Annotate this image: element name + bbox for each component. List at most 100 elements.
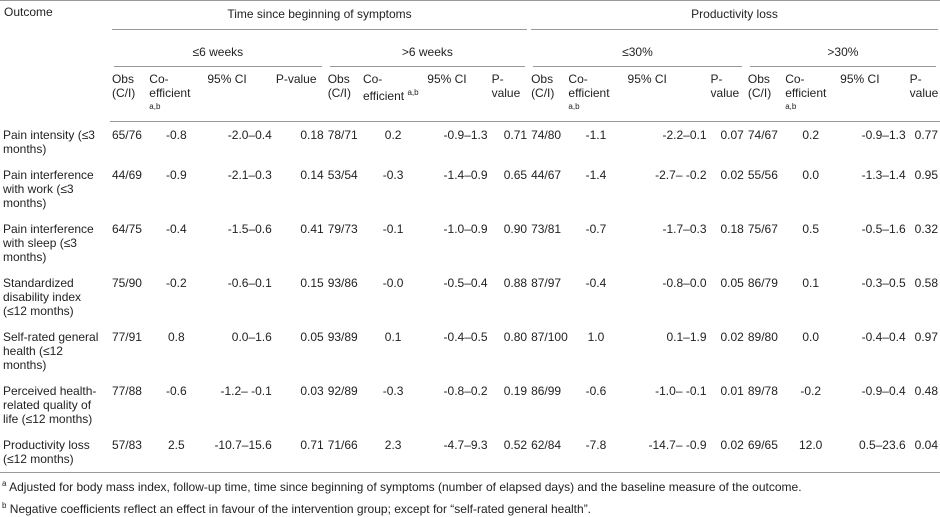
cell: -7.8 xyxy=(585,437,607,452)
cell: -14.7– -0.9 xyxy=(648,437,707,452)
cell: 77/91 xyxy=(111,329,142,344)
cell: 2.5 xyxy=(167,437,185,452)
cell: 0.97 xyxy=(914,329,938,344)
cell: 2.3 xyxy=(384,437,402,452)
table-row: Self-rated general health (≤12 months) 77… xyxy=(0,324,940,378)
cell: 53/54 xyxy=(327,167,358,182)
cell: 44/67 xyxy=(531,167,562,182)
cell: -2.1–0.3 xyxy=(227,167,272,182)
table-row: Perceived health-related quality of life… xyxy=(0,378,940,432)
cell: -1.4–0.9 xyxy=(443,167,488,182)
cell: -0.7 xyxy=(585,221,607,236)
cell: 93/89 xyxy=(327,329,358,344)
cell: 71/66 xyxy=(327,437,358,452)
cell: 0.05 xyxy=(720,275,744,290)
group-header: Time since beginning of symptoms xyxy=(110,1,529,40)
cell: 0.5–23.6 xyxy=(858,437,906,452)
table-row: Pain interference with work (≤3 months) 4… xyxy=(0,162,940,216)
cell: -2.2–0.1 xyxy=(662,128,707,142)
subgroup-header: ≤6 weeks xyxy=(110,39,326,67)
subgroup-title: ≤6 weeks xyxy=(113,39,322,67)
table-row: Pain interference with sleep (≤3 months)… xyxy=(0,216,940,270)
outcome-label: Pain interference with sleep (≤3 months) xyxy=(3,221,94,264)
cell: -1.3–1.4 xyxy=(861,167,906,182)
cell: 0.05 xyxy=(300,329,324,344)
cell: 0.02 xyxy=(720,167,744,182)
cell: 0.80 xyxy=(503,329,528,344)
cell: 0.48 xyxy=(914,383,938,398)
cell: 0.95 xyxy=(914,167,938,182)
cell: -0.3 xyxy=(382,383,404,398)
cell: -0.5–0.4 xyxy=(443,275,488,290)
subgroup-title: ≤30% xyxy=(533,39,742,67)
cell: 89/80 xyxy=(747,329,778,344)
cell: 0.0 xyxy=(802,167,820,182)
cell: 87/100 xyxy=(531,329,568,344)
column-header: 95% CI xyxy=(425,67,490,122)
cell: -1.2– -0.1 xyxy=(220,383,272,398)
cell: 77/88 xyxy=(111,383,142,398)
column-note: a,b xyxy=(149,102,161,111)
cell: -0.9–0.4 xyxy=(861,383,906,398)
outcome-label: Perceived health-related quality of life… xyxy=(3,383,97,426)
cell: 0.8 xyxy=(167,329,185,344)
column-header: Co-efficient a,b xyxy=(147,67,206,122)
cell: 0.52 xyxy=(503,437,528,452)
column-title: Co-efficient xyxy=(149,72,191,100)
cell: 75/90 xyxy=(111,275,142,290)
cell: -0.4 xyxy=(585,275,607,290)
column-header: P-value xyxy=(708,67,746,122)
outcome-label: Standardized disability index (≤12 month… xyxy=(3,275,82,318)
table-row: Productivity loss (≤12 months) 57/83 2.5 -1… xyxy=(0,432,940,473)
cell: 0.90 xyxy=(503,221,528,236)
column-header: Obs (C/I) xyxy=(325,67,361,122)
cell: -0.6 xyxy=(165,383,187,398)
cell: 0.41 xyxy=(300,221,324,236)
column-header: Co-efficient a,b xyxy=(566,67,626,122)
cell: -10.7–15.6 xyxy=(214,437,272,452)
cell: 0.2 xyxy=(384,128,402,142)
group-title: Productivity loss xyxy=(531,7,938,30)
cell: 0.0 xyxy=(802,329,820,344)
column-row: Obs (C/I) Co-efficient a,b 95% CI P-value Ob… xyxy=(0,67,940,122)
cell: -0.3–0.5 xyxy=(861,275,906,290)
cell: 86/79 xyxy=(747,275,778,290)
column-header: Obs (C/I) xyxy=(529,67,567,122)
cell: -1.0– -0.1 xyxy=(655,383,707,398)
cell: 0.1 xyxy=(802,275,820,290)
cell: -1.5–0.6 xyxy=(227,221,272,236)
cell: 44/69 xyxy=(111,167,142,182)
cell: -0.9–1.3 xyxy=(861,128,906,142)
subgroup-header: ≤30% xyxy=(529,39,746,67)
cell: 79/73 xyxy=(327,221,358,236)
cell: 0.18 xyxy=(300,128,324,142)
cell: -0.6 xyxy=(585,383,607,398)
cell: -0.0 xyxy=(382,275,404,290)
cell: 0.77 xyxy=(914,128,938,142)
outcome-label: Pain interference with work (≤3 months) xyxy=(3,167,94,210)
footnote: a Adjusted for body mass index, follow-u… xyxy=(0,473,940,495)
cell: -0.1 xyxy=(382,221,404,236)
footnote: b Negative coefficients reflect an effec… xyxy=(0,495,940,517)
cell: 89/78 xyxy=(747,383,778,398)
subgroup-header: >6 weeks xyxy=(326,39,529,67)
column-note: a,b xyxy=(785,102,797,111)
cell: 62/84 xyxy=(531,437,562,452)
cell: -0.4 xyxy=(165,221,187,236)
column-title: P-value xyxy=(491,72,521,100)
cell: 64/75 xyxy=(111,221,142,236)
cell: 0.71 xyxy=(503,128,528,142)
cell: -0.8–0.2 xyxy=(443,383,488,398)
cell: 87/97 xyxy=(531,275,562,290)
footnote-text: Adjusted for body mass index, follow-up … xyxy=(9,479,802,494)
cell: -0.2 xyxy=(165,275,187,290)
subgroup-header: >30% xyxy=(746,39,940,67)
subgroup-title: >30% xyxy=(749,39,936,67)
column-title: Co-efficient xyxy=(568,72,610,100)
cell: -0.9 xyxy=(165,167,187,182)
column-header: 95% CI xyxy=(625,67,709,122)
cell: 0.02 xyxy=(720,437,744,452)
column-note: a,b xyxy=(568,102,580,111)
column-title: Obs (C/I) xyxy=(747,72,772,100)
